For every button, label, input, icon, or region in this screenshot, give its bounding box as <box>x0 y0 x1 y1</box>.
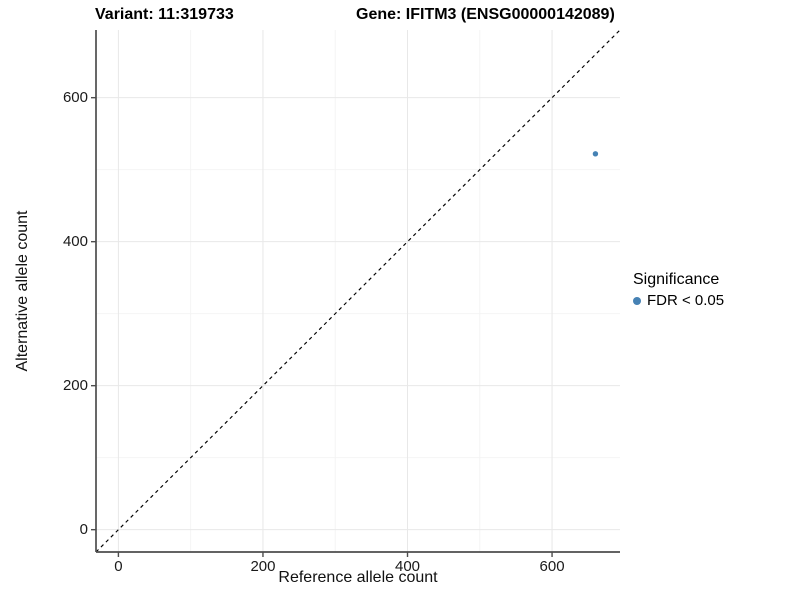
x-tick-label: 600 <box>539 558 565 575</box>
x-tick-label: 400 <box>394 558 421 575</box>
legend-item: FDR < 0.05 <box>633 292 724 309</box>
x-axis-label: Reference allele count <box>278 569 438 586</box>
legend: Significance FDR < 0.05 <box>633 271 724 309</box>
axis-lines <box>95 30 620 553</box>
legend-item-label: FDR < 0.05 <box>647 292 725 309</box>
legend-dot-icon <box>633 296 641 305</box>
data-point <box>592 151 599 157</box>
data-points <box>592 151 599 157</box>
tick-marks <box>91 96 553 557</box>
x-tick-label: 200 <box>250 558 276 575</box>
y-tick-label: 0 <box>79 520 88 538</box>
y-tick-label: 600 <box>62 88 88 106</box>
legend-title: Significance <box>633 271 720 288</box>
y-tick-label: 200 <box>62 376 88 394</box>
plot-title-gene: Gene: IFITM3 (ENSG00000142089) <box>356 6 615 23</box>
y-tick-label: 400 <box>62 232 88 250</box>
plot-title-variant: Variant: 11:319733 <box>95 6 234 23</box>
major-gridlines <box>96 30 620 552</box>
minor-gridlines <box>96 30 620 552</box>
x-tick-label: 0 <box>114 558 123 575</box>
identity-reference-line <box>95 29 621 553</box>
